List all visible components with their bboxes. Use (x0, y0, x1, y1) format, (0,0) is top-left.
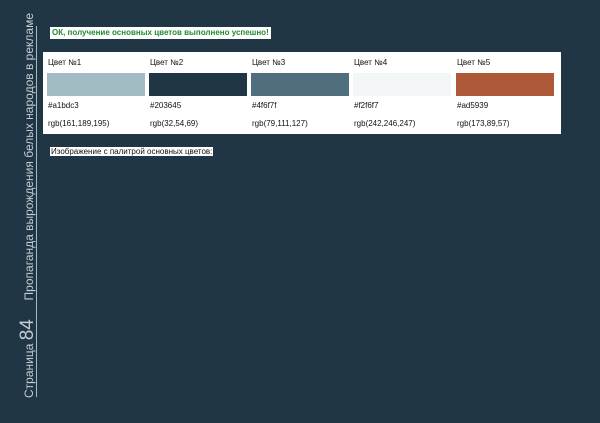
color-name: Цвет №1 (48, 58, 82, 67)
palette-image-caption: Изображение с палитрой основных цветов: (50, 147, 214, 156)
color-hex: #4f6f7f (252, 101, 277, 110)
color-hex: #ad5939 (457, 101, 489, 110)
color-swatch (47, 73, 145, 96)
color-rgb: rgb(161,189,195) (48, 119, 110, 128)
color-hex: #a1bdc3 (48, 101, 79, 110)
color-hex: #f2f6f7 (354, 101, 379, 110)
document-title: Пропаганда вырождения белых народов в ре… (22, 13, 36, 301)
page-number: 84 (17, 319, 38, 341)
sidebar-divider (36, 26, 37, 397)
color-swatch (353, 73, 451, 96)
sidebar-caption: Страница 84 Пропаганда вырождения белых … (17, 13, 38, 398)
color-swatch (456, 73, 554, 96)
color-name: Цвет №5 (457, 58, 491, 67)
color-rgb: rgb(173,89,57) (457, 119, 510, 128)
status-message: ОК, получение основных цветов выполнено … (50, 27, 271, 39)
color-name: Цвет №3 (252, 58, 286, 67)
color-swatch (149, 73, 247, 96)
color-hex: #203645 (150, 101, 182, 110)
page-label: Страница (22, 343, 36, 398)
color-swatch (251, 73, 349, 96)
color-table: Цвет №1 #a1bdc3 rgb(161,189,195) Цвет №2… (43, 52, 561, 134)
color-rgb: rgb(242,246,247) (354, 119, 416, 128)
color-name: Цвет №4 (354, 58, 388, 67)
color-rgb: rgb(32,54,69) (150, 119, 199, 128)
color-name: Цвет №2 (150, 58, 184, 67)
color-rgb: rgb(79,111,127) (252, 119, 308, 128)
